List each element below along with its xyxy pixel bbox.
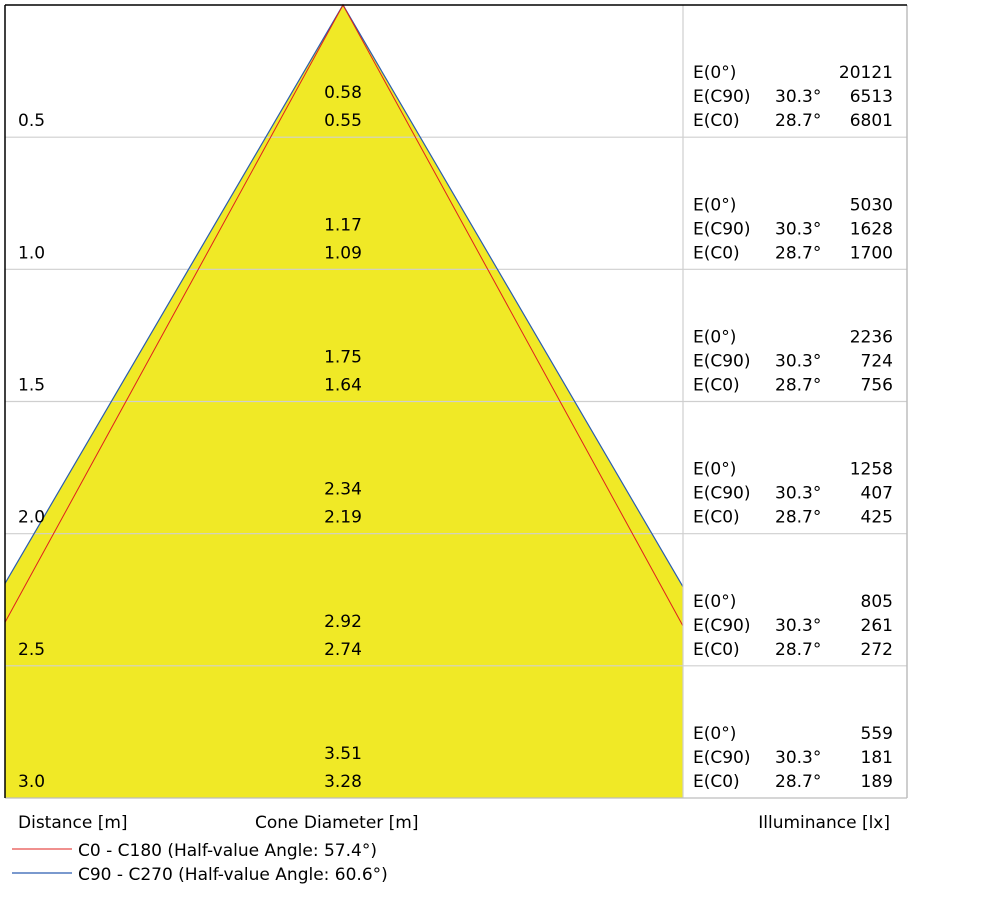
illuminance-label-e0: E(0°) — [693, 63, 736, 83]
distance-label: 3.0 — [18, 772, 45, 792]
distance-label: 0.5 — [18, 111, 45, 131]
illuminance-c0: 189 — [861, 772, 893, 792]
illuminance-label-c0: E(C0) — [693, 376, 740, 396]
illuminance-e0: 1258 — [850, 460, 893, 480]
illuminance-label-c0: E(C0) — [693, 111, 740, 131]
angle-c0: 28.7° — [775, 243, 821, 263]
illuminance-c0: 756 — [861, 376, 893, 396]
angle-c0: 28.7° — [775, 111, 821, 131]
cone-diameter-c0: 2.19 — [324, 508, 362, 528]
angle-c90: 30.3° — [775, 484, 821, 504]
distance-label: 1.0 — [18, 243, 45, 263]
angle-c90: 30.3° — [775, 219, 821, 239]
angle-c0: 28.7° — [775, 772, 821, 792]
illuminance-label-c90: E(C90) — [693, 87, 751, 107]
angle-c0: 28.7° — [775, 376, 821, 396]
illuminance-label-e0: E(0°) — [693, 328, 736, 348]
illuminance-label-c0: E(C0) — [693, 243, 740, 263]
cone-diameter-c90: 3.51 — [324, 744, 362, 764]
illuminance-label-c90: E(C90) — [693, 484, 751, 504]
angle-c90: 30.3° — [775, 352, 821, 372]
illuminance-e0: 2236 — [850, 328, 893, 348]
illuminance-header: Illuminance [lx] — [758, 813, 890, 833]
cone-diameter-c90: 2.34 — [324, 480, 362, 500]
illuminance-c0: 1700 — [850, 243, 893, 263]
illuminance-c0: 272 — [861, 640, 893, 660]
cone-diameter-c90: 0.58 — [324, 83, 362, 103]
distance-label: 2.5 — [18, 640, 45, 660]
illuminance-label-e0: E(0°) — [693, 195, 736, 215]
illuminance-c90: 407 — [861, 484, 893, 504]
angle-c0: 28.7° — [775, 508, 821, 528]
illuminance-label-c0: E(C0) — [693, 772, 740, 792]
illuminance-label-e0: E(0°) — [693, 592, 736, 612]
illuminance-c0: 425 — [861, 508, 893, 528]
cone-diameter-c90: 2.92 — [324, 612, 362, 632]
angle-c90: 30.3° — [775, 748, 821, 768]
illuminance-c90: 724 — [861, 352, 893, 372]
illuminance-label-e0: E(0°) — [693, 724, 736, 744]
illuminance-label-c90: E(C90) — [693, 219, 751, 239]
illuminance-label-e0: E(0°) — [693, 460, 736, 480]
cone-diameter-c0: 1.09 — [324, 243, 362, 263]
distance-label: 1.5 — [18, 376, 45, 396]
cone-diameter-c0: 1.64 — [324, 376, 362, 396]
illuminance-label-c90: E(C90) — [693, 616, 751, 636]
legend-label-c0: C0 - C180 (Half-value Angle: 57.4°) — [78, 841, 377, 861]
legend-label-c90: C90 - C270 (Half-value Angle: 60.6°) — [78, 865, 388, 885]
illuminance-label-c90: E(C90) — [693, 352, 751, 372]
illuminance-e0: 805 — [861, 592, 893, 612]
illuminance-c90: 261 — [861, 616, 893, 636]
illuminance-e0: 5030 — [850, 195, 893, 215]
illuminance-c90: 6513 — [850, 87, 893, 107]
cone-diameter-label: Cone Diameter [m] — [255, 813, 419, 833]
cone-diameter-c0: 3.28 — [324, 772, 362, 792]
cone-diameter-c90: 1.75 — [324, 348, 362, 368]
illuminance-c90: 181 — [861, 748, 893, 768]
cone-diameter-c0: 2.74 — [324, 640, 362, 660]
illuminance-label-c90: E(C90) — [693, 748, 751, 768]
illuminance-e0: 20121 — [839, 63, 893, 83]
x-axis-label: Distance [m] — [18, 813, 128, 833]
illuminance-c0: 6801 — [850, 111, 893, 131]
illuminance-label-c0: E(C0) — [693, 640, 740, 660]
cone-diameter-c0: 0.55 — [324, 111, 362, 131]
illuminance-e0: 559 — [861, 724, 893, 744]
angle-c90: 30.3° — [775, 616, 821, 636]
distance-label: 2.0 — [18, 508, 45, 528]
angle-c0: 28.7° — [775, 640, 821, 660]
illuminance-label-c0: E(C0) — [693, 508, 740, 528]
illuminance-c90: 1628 — [850, 219, 893, 239]
cone-diameter-c90: 1.17 — [324, 215, 362, 235]
angle-c90: 30.3° — [775, 87, 821, 107]
